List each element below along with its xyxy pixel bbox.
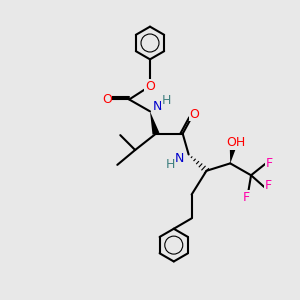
Text: O: O — [190, 108, 200, 121]
Text: OH: OH — [226, 136, 246, 149]
Text: O: O — [102, 93, 112, 106]
Polygon shape — [230, 145, 237, 164]
Text: O: O — [145, 80, 155, 93]
Text: N: N — [175, 152, 184, 165]
Text: F: F — [264, 179, 272, 192]
Text: H: H — [166, 158, 176, 171]
Text: N: N — [153, 100, 162, 113]
Polygon shape — [150, 111, 159, 135]
Text: F: F — [243, 191, 250, 204]
Text: H: H — [162, 94, 171, 107]
Text: F: F — [266, 157, 273, 170]
